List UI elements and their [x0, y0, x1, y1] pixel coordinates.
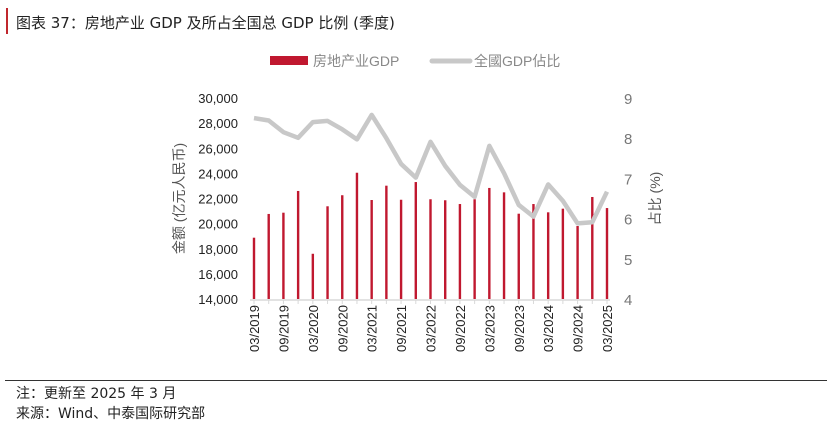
y-left-tick-label: 16,000: [198, 267, 238, 282]
bar: [267, 213, 270, 299]
y-left-tick-label: 26,000: [198, 141, 238, 156]
x-tick-label: 03/2020: [306, 305, 321, 352]
y-left-tick-label: 22,000: [198, 192, 238, 207]
bar: [311, 253, 315, 299]
bar: [458, 204, 462, 299]
source: 来源：Wind、中泰国际研究部: [16, 406, 206, 422]
y-right-axis-label: 占比 (%): [647, 172, 663, 226]
bar: [326, 206, 329, 299]
bar: [532, 204, 535, 299]
y-left-tick-label: 30,000: [198, 91, 238, 106]
legend-swatch-bar: [270, 56, 308, 65]
x-tick-label: 03/2023: [482, 305, 497, 352]
y-left-tick-label: 18,000: [198, 242, 238, 257]
bar: [399, 199, 403, 299]
bar: [576, 226, 579, 299]
bar: [517, 213, 520, 299]
bar: [605, 208, 609, 299]
y-left-tick-label: 14,000: [198, 292, 238, 307]
y-left-tick-label: 28,000: [198, 116, 238, 131]
bar: [252, 237, 256, 299]
x-tick-label: 03/2021: [365, 305, 380, 352]
x-tick-label: 09/2020: [335, 305, 350, 352]
x-tick-label: 09/2019: [276, 305, 291, 352]
x-tick-label: 09/2021: [394, 305, 409, 352]
footer-divider: [5, 380, 827, 381]
bar: [355, 172, 359, 299]
y-right-tick-label: 5: [624, 252, 632, 269]
chart-title: 图表 37：房地产业 GDP 及所占全国总 GDP 比例 (季度): [16, 14, 395, 32]
bar: [414, 182, 417, 299]
y-left-tick-label: 20,000: [198, 217, 238, 232]
x-tick-label: 09/2024: [571, 305, 586, 352]
x-tick-label: 03/2022: [424, 305, 439, 352]
x-tick-label: 09/2022: [453, 305, 468, 352]
y-right-tick-label: 8: [624, 131, 632, 148]
x-tick-label: 03/2024: [541, 305, 556, 352]
bar: [546, 212, 550, 299]
bar: [429, 199, 432, 299]
bar: [591, 196, 594, 299]
legend-label-line: 全國GDP佔比: [474, 53, 560, 69]
y-left-tick-label: 24,000: [198, 166, 238, 181]
title-accent-bar: [6, 8, 8, 34]
bar: [341, 195, 344, 299]
bar: [370, 200, 373, 299]
bar: [473, 199, 476, 299]
y-right-tick-label: 6: [624, 212, 632, 229]
bar: [444, 200, 447, 299]
y-right-tick-label: 4: [624, 292, 632, 309]
y-left-axis-label: 金额 (亿元人民币): [171, 143, 187, 254]
legend-label-bar: 房地产业GDP: [313, 53, 399, 69]
x-tick-label: 03/2025: [600, 305, 615, 352]
y-right-tick-label: 9: [624, 91, 632, 108]
y-right-tick-label: 7: [624, 171, 632, 188]
bar: [296, 190, 300, 299]
x-tick-label: 03/2019: [247, 305, 262, 352]
bar: [488, 187, 491, 299]
x-tick-label: 09/2023: [512, 305, 527, 352]
bar: [502, 192, 506, 299]
bar: [282, 212, 285, 299]
note: 注：更新至 2025 年 3 月: [16, 386, 177, 402]
bar: [385, 185, 388, 299]
bar: [561, 208, 565, 299]
